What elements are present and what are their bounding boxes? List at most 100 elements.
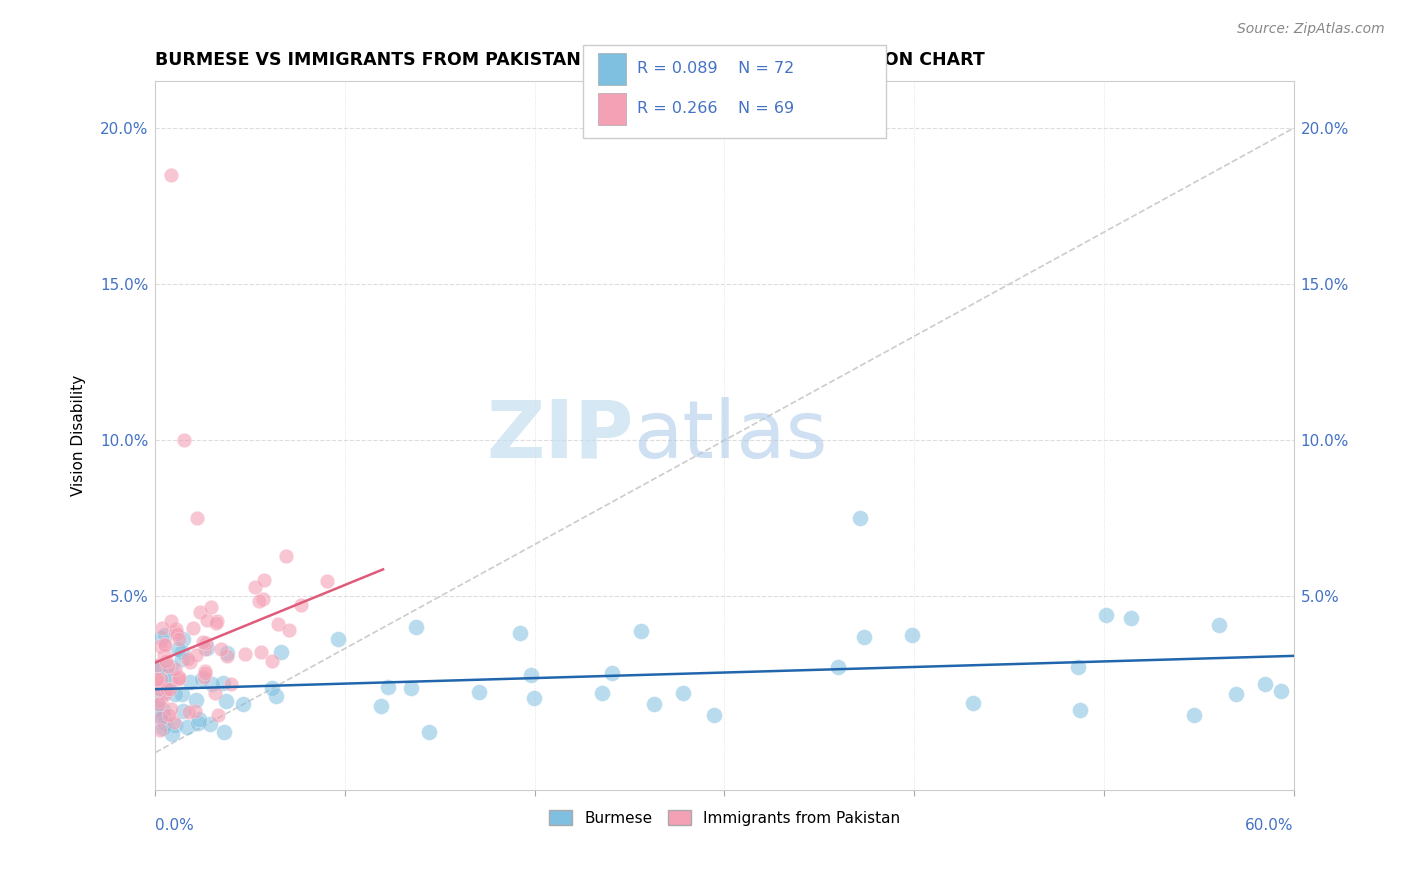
- Point: [155, 628, 177, 642]
- Point: [152, 722, 174, 736]
- Point: [167, 673, 190, 687]
- Point: [194, 642, 217, 657]
- Point: [162, 727, 184, 741]
- Point: [188, 605, 211, 619]
- Point: [176, 652, 198, 666]
- Point: [520, 668, 543, 682]
- Point: [152, 621, 174, 635]
- Point: [155, 654, 177, 668]
- Point: [146, 673, 169, 687]
- Point: [153, 681, 176, 696]
- Point: [149, 631, 172, 645]
- Point: [152, 708, 174, 723]
- Text: R = 0.089    N = 72: R = 0.089 N = 72: [637, 62, 794, 76]
- Point: [152, 703, 174, 717]
- Text: ZIP: ZIP: [486, 397, 634, 475]
- Point: [195, 613, 218, 627]
- Point: [509, 626, 531, 640]
- Point: [370, 698, 392, 713]
- Point: [672, 686, 695, 700]
- Point: [195, 640, 218, 655]
- Point: [167, 641, 190, 656]
- Point: [184, 704, 207, 718]
- Point: [1270, 683, 1292, 698]
- Point: [703, 707, 725, 722]
- Point: [165, 622, 187, 636]
- Text: atlas: atlas: [634, 397, 828, 475]
- Point: [146, 657, 169, 672]
- Point: [276, 549, 298, 563]
- Point: [172, 632, 194, 647]
- Point: [149, 710, 172, 724]
- Point: [215, 694, 238, 708]
- Point: [153, 715, 176, 730]
- Point: [962, 696, 984, 710]
- Point: [149, 672, 172, 686]
- Point: [217, 649, 239, 664]
- Point: [179, 675, 201, 690]
- Text: R = 0.266    N = 69: R = 0.266 N = 69: [637, 102, 794, 116]
- Point: [181, 621, 204, 635]
- Point: [160, 614, 183, 628]
- Point: [146, 673, 169, 687]
- Point: [190, 672, 212, 686]
- Point: [167, 632, 190, 646]
- Point: [643, 698, 665, 712]
- Point: [250, 645, 273, 659]
- Point: [600, 665, 623, 680]
- Point: [418, 724, 440, 739]
- Point: [191, 634, 214, 648]
- Point: [159, 168, 181, 182]
- Point: [1253, 677, 1275, 691]
- Point: [153, 638, 176, 652]
- Point: [148, 682, 170, 697]
- Point: [262, 654, 284, 668]
- Point: [201, 677, 224, 691]
- Point: [156, 668, 179, 682]
- Point: [405, 620, 427, 634]
- Point: [205, 614, 228, 628]
- Point: [901, 628, 924, 642]
- Point: [290, 598, 312, 612]
- Point: [262, 681, 284, 696]
- Point: [523, 690, 546, 705]
- Point: [1182, 708, 1205, 723]
- Point: [167, 670, 190, 684]
- Point: [172, 687, 194, 701]
- Point: [146, 692, 169, 706]
- Point: [149, 723, 172, 737]
- Point: [1225, 687, 1247, 701]
- Point: [172, 705, 194, 719]
- Point: [173, 434, 195, 448]
- Y-axis label: Vision Disability: Vision Disability: [72, 375, 86, 496]
- Point: [165, 625, 187, 640]
- Point: [591, 685, 613, 699]
- Point: [177, 705, 200, 719]
- Point: [155, 687, 177, 701]
- Point: [157, 708, 180, 723]
- Point: [212, 725, 235, 739]
- Point: [149, 639, 172, 653]
- Point: [1208, 618, 1230, 632]
- Point: [630, 624, 652, 639]
- Point: [146, 660, 169, 674]
- Point: [163, 715, 186, 730]
- Point: [1069, 703, 1091, 717]
- Point: [205, 615, 228, 630]
- Point: [233, 647, 256, 661]
- Point: [232, 697, 254, 711]
- Point: [1066, 660, 1088, 674]
- Point: [186, 648, 208, 663]
- Point: [217, 646, 239, 660]
- Point: [247, 593, 270, 607]
- Point: [267, 617, 290, 632]
- Point: [468, 685, 491, 699]
- Point: [156, 681, 179, 696]
- Point: [193, 670, 215, 684]
- Point: [209, 641, 232, 656]
- Point: [195, 636, 218, 650]
- Point: [165, 662, 187, 676]
- Point: [146, 678, 169, 692]
- Text: 60.0%: 60.0%: [1244, 818, 1294, 833]
- Point: [159, 702, 181, 716]
